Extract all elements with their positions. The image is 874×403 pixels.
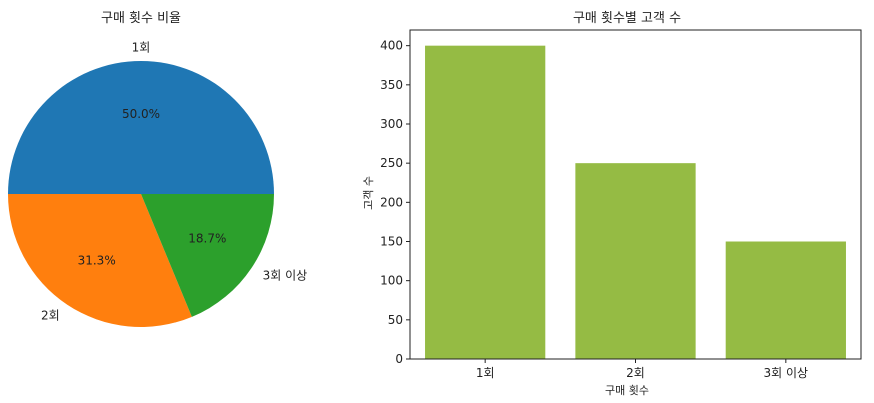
pie-category-label: 2회 [41,309,60,323]
pie-slice [8,194,192,327]
bar-x-axis-label: 구매 횟수 [605,384,649,397]
pie-title: 구매 횟수 비율 [101,11,181,26]
y-tick-label: 0 [395,352,403,366]
y-tick-label: 250 [380,156,403,170]
bar-title: 구매 횟수별 고객 수 [573,11,681,26]
pie-percent-label: 18.7% [188,231,226,245]
y-tick-label: 200 [380,195,403,209]
pie-category-label: 3회 이상 [263,268,308,282]
y-tick-label: 100 [380,274,403,288]
pie-percent-label: 50.0% [122,107,160,121]
pie-slice [141,194,274,317]
bar [575,163,696,359]
bar-chart: 1회 2회 3회 이상 0 50 100 150 200 250 300 350 400 [380,29,862,380]
pie-percent-label: 31.3% [78,253,116,267]
y-tick-label: 400 [380,39,403,53]
pie-slice [8,61,274,194]
x-tick-label: 3회 이상 [764,366,809,380]
y-tick-label: 300 [380,117,403,131]
bar [725,241,846,359]
y-tick-label: 150 [380,235,403,249]
x-tick-label: 1회 [476,366,495,380]
plot-frame [409,29,862,360]
bar [425,45,546,360]
x-tick-label: 2회 [626,366,645,380]
y-tick-label: 350 [380,78,403,92]
pie-chart: 50.0% 1회 31.3% 2회 18.7% 3회 이상 [8,41,307,327]
bar-y-axis-label: 고객 수 [362,176,375,210]
pie-category-label: 1회 [132,41,151,55]
y-tick-label: 50 [388,313,403,327]
